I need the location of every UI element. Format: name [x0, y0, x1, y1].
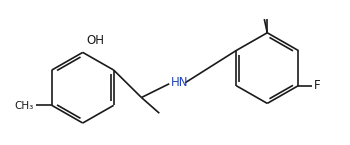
Text: HN: HN — [171, 76, 189, 89]
Text: CH₃: CH₃ — [15, 101, 34, 111]
Text: F: F — [314, 79, 321, 92]
Text: OH: OH — [87, 33, 105, 47]
